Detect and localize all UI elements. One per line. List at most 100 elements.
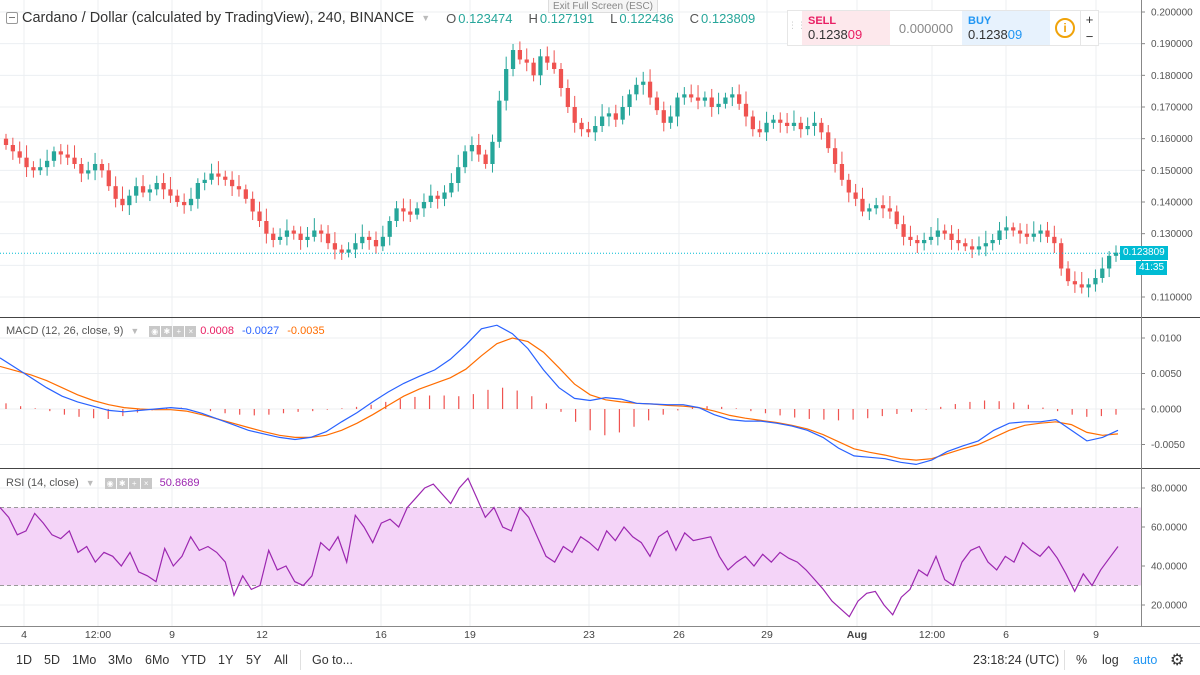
sell-button[interactable]: SELL 0.123809 — [802, 11, 890, 45]
candle — [360, 224, 365, 250]
price-axis-label: 0.170000 — [1151, 103, 1193, 114]
range-1d-button[interactable]: 1D — [16, 653, 32, 667]
candle-body — [935, 230, 940, 237]
buy-button[interactable]: BUY 0.123809 — [962, 11, 1050, 45]
rsi-title[interactable]: RSI (14, close) — [6, 477, 79, 489]
gear-icon[interactable]: ✱ — [116, 477, 128, 489]
candle-body — [17, 151, 22, 158]
candle-body — [613, 113, 618, 120]
candle-body — [593, 126, 598, 133]
candle — [182, 193, 187, 214]
candle — [1052, 225, 1057, 253]
candle-body — [894, 211, 899, 225]
exit-fullscreen-button[interactable]: Exit Full Screen (ESC) — [548, 0, 658, 13]
candle — [209, 163, 214, 185]
candle — [380, 225, 385, 252]
drag-handle-icon[interactable]: ⋮⋮ — [788, 20, 806, 30]
candle-body — [113, 186, 118, 199]
candle-body — [928, 236, 934, 240]
close-icon[interactable]: × — [185, 325, 197, 337]
candle-body — [812, 122, 817, 126]
candle — [730, 87, 735, 107]
candle-body — [716, 103, 721, 107]
log-scale-button[interactable]: log — [1102, 653, 1119, 667]
candle-body — [456, 167, 461, 183]
percent-scale-button[interactable]: % — [1076, 653, 1088, 667]
candle-body — [579, 122, 584, 130]
plus-icon[interactable]: + — [173, 325, 185, 337]
rsi-axis-label: 40.0000 — [1151, 562, 1188, 573]
candle-body — [572, 107, 577, 123]
info-icon[interactable]: i — [1050, 11, 1080, 45]
range-5d-button[interactable]: 5D — [44, 653, 60, 667]
increase-quantity-button[interactable]: + — [1085, 12, 1094, 27]
eye-icon[interactable]: ◉ — [149, 325, 161, 337]
candle — [421, 193, 427, 217]
candle-body — [641, 81, 646, 85]
decrease-quantity-button[interactable]: − — [1085, 29, 1094, 44]
time-axis-label: 12:00 — [919, 629, 945, 641]
candle-body — [846, 179, 851, 193]
candle — [791, 110, 797, 131]
candle — [620, 95, 625, 125]
trade-widget: ⋮⋮ SELL 0.123809 0.000000 BUY 0.123809 i… — [787, 10, 1099, 46]
candle-body — [414, 208, 420, 215]
candle — [565, 79, 570, 114]
candle-body — [24, 157, 29, 168]
candle — [456, 154, 461, 192]
candle — [92, 152, 98, 181]
candle — [1024, 223, 1030, 245]
ohlc-high: H 0.127191 — [528, 10, 595, 26]
range-all-button[interactable]: All — [274, 653, 288, 667]
candle-body — [428, 195, 433, 202]
candle — [606, 107, 612, 127]
candle-body — [373, 240, 379, 247]
candle-body — [182, 202, 187, 206]
candle — [641, 71, 646, 95]
macd-axis-label: 0.0050 — [1151, 369, 1182, 380]
macd-title[interactable]: MACD (12, 26, close, 9) — [6, 325, 124, 337]
range-5y-button[interactable]: 5Y — [246, 653, 262, 667]
candle — [236, 175, 242, 197]
candle — [867, 203, 872, 221]
candle-body — [634, 84, 639, 95]
gear-icon[interactable]: ✱ — [161, 325, 173, 337]
candle — [120, 186, 125, 212]
candle-body — [1038, 230, 1043, 234]
candle — [860, 187, 865, 217]
macd-signal-line — [0, 337, 1119, 461]
range-ytd-button[interactable]: YTD — [181, 653, 206, 667]
auto-scale-button[interactable]: auto — [1133, 653, 1158, 667]
symbol-title[interactable]: Cardano / Dollar (calculated by TradingV… — [22, 10, 415, 26]
candle — [990, 233, 995, 251]
candle — [1045, 221, 1050, 243]
close-icon[interactable]: × — [140, 477, 152, 489]
chevron-down-icon[interactable]: ▼ — [130, 326, 140, 336]
candle-body — [908, 236, 913, 240]
candle-body — [134, 186, 139, 196]
ohlc-close: C 0.123809 — [689, 10, 756, 26]
candle — [312, 218, 317, 242]
candle — [401, 198, 406, 222]
goto-button[interactable]: Go to... — [312, 653, 353, 667]
eye-icon[interactable]: ◉ — [104, 477, 116, 489]
candle-body — [1072, 281, 1078, 285]
chevron-down-icon[interactable]: ▼ — [421, 13, 431, 23]
plus-icon[interactable]: + — [128, 477, 140, 489]
range-1y-button[interactable]: 1Y — [218, 653, 234, 667]
price-axis-label: 0.160000 — [1151, 134, 1193, 145]
range-3mo-button[interactable]: 3Mo — [108, 653, 133, 667]
gear-icon[interactable]: ⚙ — [1170, 652, 1185, 669]
clock[interactable]: 23:18:24 (UTC) — [973, 653, 1060, 667]
candle-body — [764, 122, 769, 133]
range-1mo-button[interactable]: 1Mo — [72, 653, 97, 667]
chevron-down-icon[interactable]: ▼ — [85, 478, 95, 488]
candle-body — [565, 88, 570, 107]
rsi-value: 50.8689 — [159, 477, 200, 489]
candle-body — [462, 151, 468, 168]
collapse-legend-icon[interactable] — [6, 12, 18, 24]
candle — [58, 144, 63, 165]
chart-canvas[interactable]: 0.200000 0.190000 0.180000 0.170000 0.160000… — [0, 0, 1200, 643]
candle — [778, 112, 783, 133]
range-6mo-button[interactable]: 6Mo — [145, 653, 170, 667]
